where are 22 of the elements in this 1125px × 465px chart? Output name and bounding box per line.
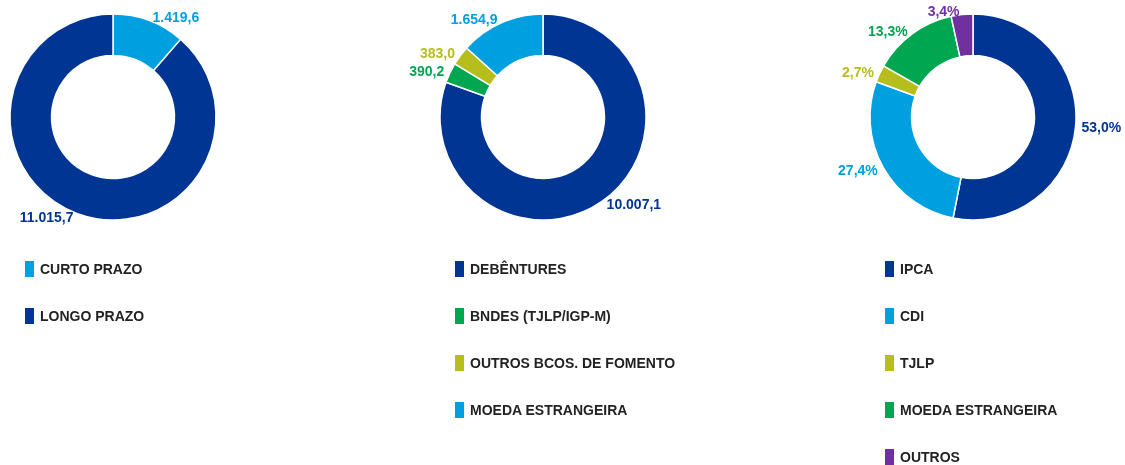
- legend-label: MOEDA ESTRANGEIRA: [900, 402, 1058, 418]
- data-label: 11.015,7: [19, 209, 74, 226]
- legend-label: OUTROS: [900, 449, 960, 465]
- data-label: 53,0%: [1081, 119, 1122, 136]
- data-label: 383,0: [419, 45, 456, 62]
- legend-label: TJLP: [900, 355, 935, 371]
- data-label: 390,2: [409, 63, 445, 80]
- data-label: 27,4%: [838, 161, 879, 178]
- data-label: 3,4%: [927, 2, 961, 19]
- data-label: 1.654,9: [450, 11, 498, 28]
- data-label: 10.007,1: [606, 196, 662, 213]
- legend-label: CURTO PRAZO: [40, 261, 143, 277]
- legend-label: LONGO PRAZO: [40, 308, 145, 324]
- legend-label: OUTROS BCOS. DE FOMENTO: [470, 355, 676, 371]
- data-label: 13,3%: [868, 22, 909, 39]
- data-label: 1.419,6: [152, 8, 200, 25]
- legend-label: MOEDA ESTRANGEIRA: [470, 402, 628, 418]
- legend-label: DEBÊNTURES: [470, 260, 567, 277]
- legend-label: CDI: [900, 308, 925, 324]
- legend-label: BNDES (TJLP/IGP-M): [470, 308, 611, 324]
- legend-label: IPCA: [900, 261, 934, 277]
- data-label: 2,7%: [842, 63, 875, 80]
